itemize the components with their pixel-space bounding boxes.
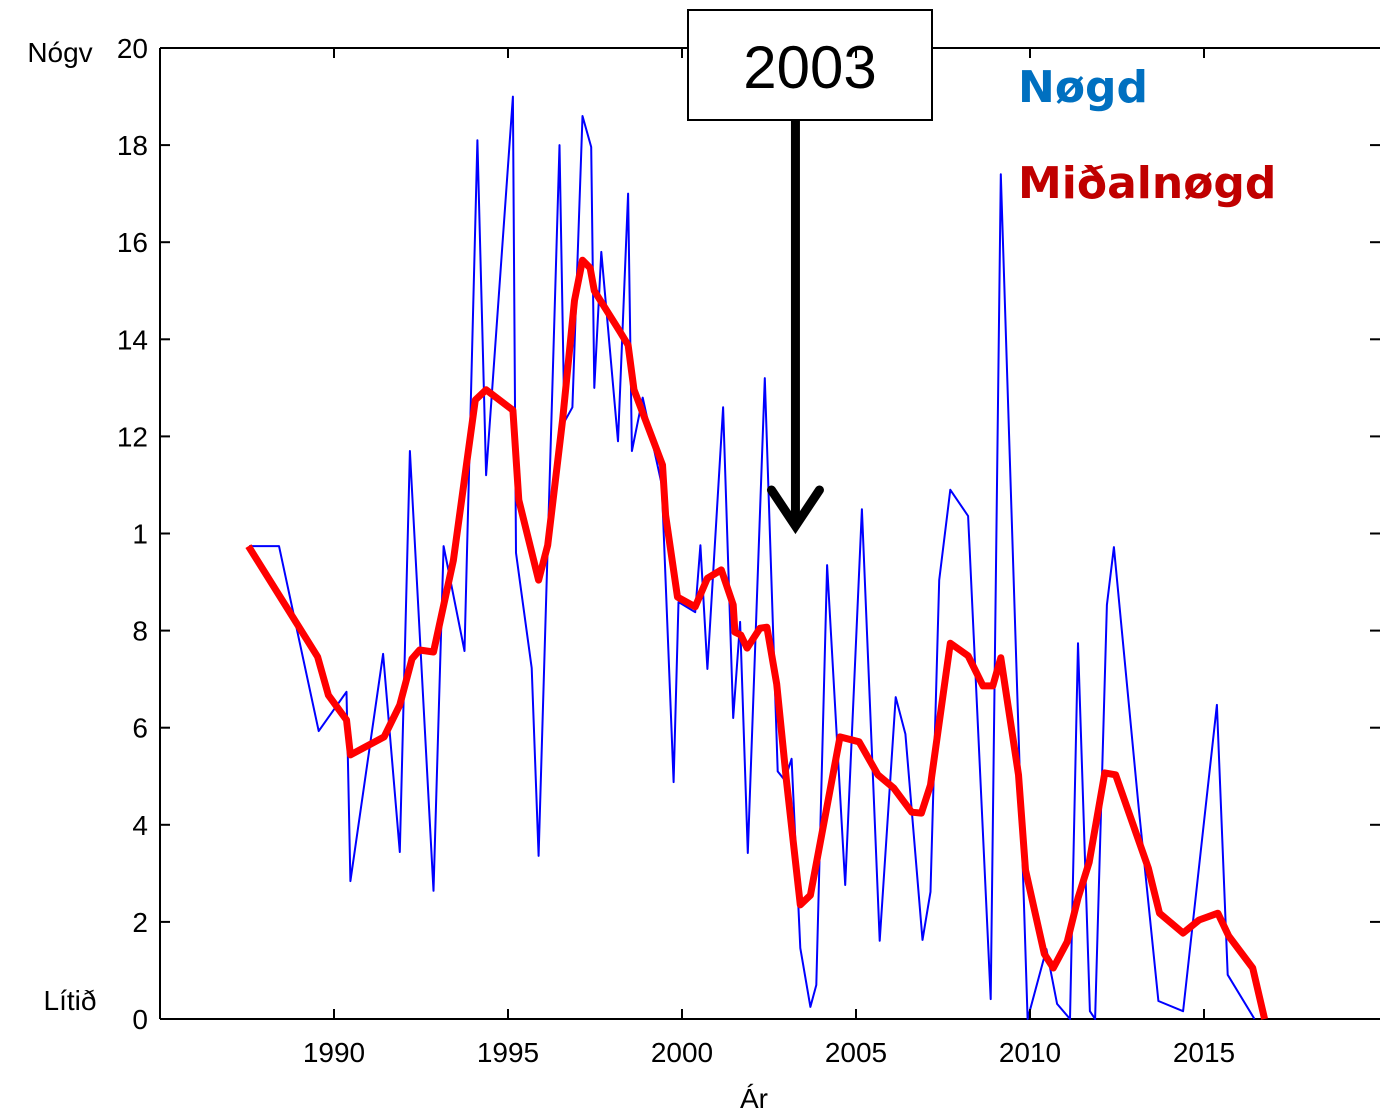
x-tick-label: 2010 <box>999 1037 1061 1068</box>
annotation-text: 2003 <box>743 34 876 101</box>
x-tick-label: 1995 <box>477 1037 539 1068</box>
legend-label: Nøgd <box>1018 62 1148 113</box>
y-tick-label: 2 <box>132 907 148 938</box>
legend-label: Miðalnøgd <box>1018 158 1276 209</box>
y-tick-label: 14 <box>117 324 148 355</box>
x-tick-label: 2000 <box>651 1037 713 1068</box>
y-tick-label: 0 <box>132 1004 148 1035</box>
y-bottom-label: Lítið <box>44 985 97 1016</box>
y-tick-label: 4 <box>132 810 148 841</box>
y-tick-label: 8 <box>132 616 148 647</box>
y-tick-label: 16 <box>117 227 148 258</box>
y-tick-label: 1 <box>132 519 148 550</box>
x-tick-label: 2015 <box>1173 1037 1235 1068</box>
annotation-arrowhead <box>766 485 824 535</box>
x-tick-label: 1990 <box>303 1037 365 1068</box>
x-axis-label: Ár <box>740 1083 768 1114</box>
y-tick-label: 18 <box>117 130 148 161</box>
series-line <box>249 95 1256 1020</box>
series-line <box>245 256 1269 1020</box>
plot-area <box>245 95 1269 1020</box>
y-tick-label: 6 <box>132 713 148 744</box>
y-tick-label: 12 <box>117 421 148 452</box>
y-top-label: Nógv <box>27 37 92 68</box>
y-tick-label: 20 <box>117 33 148 64</box>
x-tick-label: 2005 <box>825 1037 887 1068</box>
annotation-box <box>687 9 933 121</box>
